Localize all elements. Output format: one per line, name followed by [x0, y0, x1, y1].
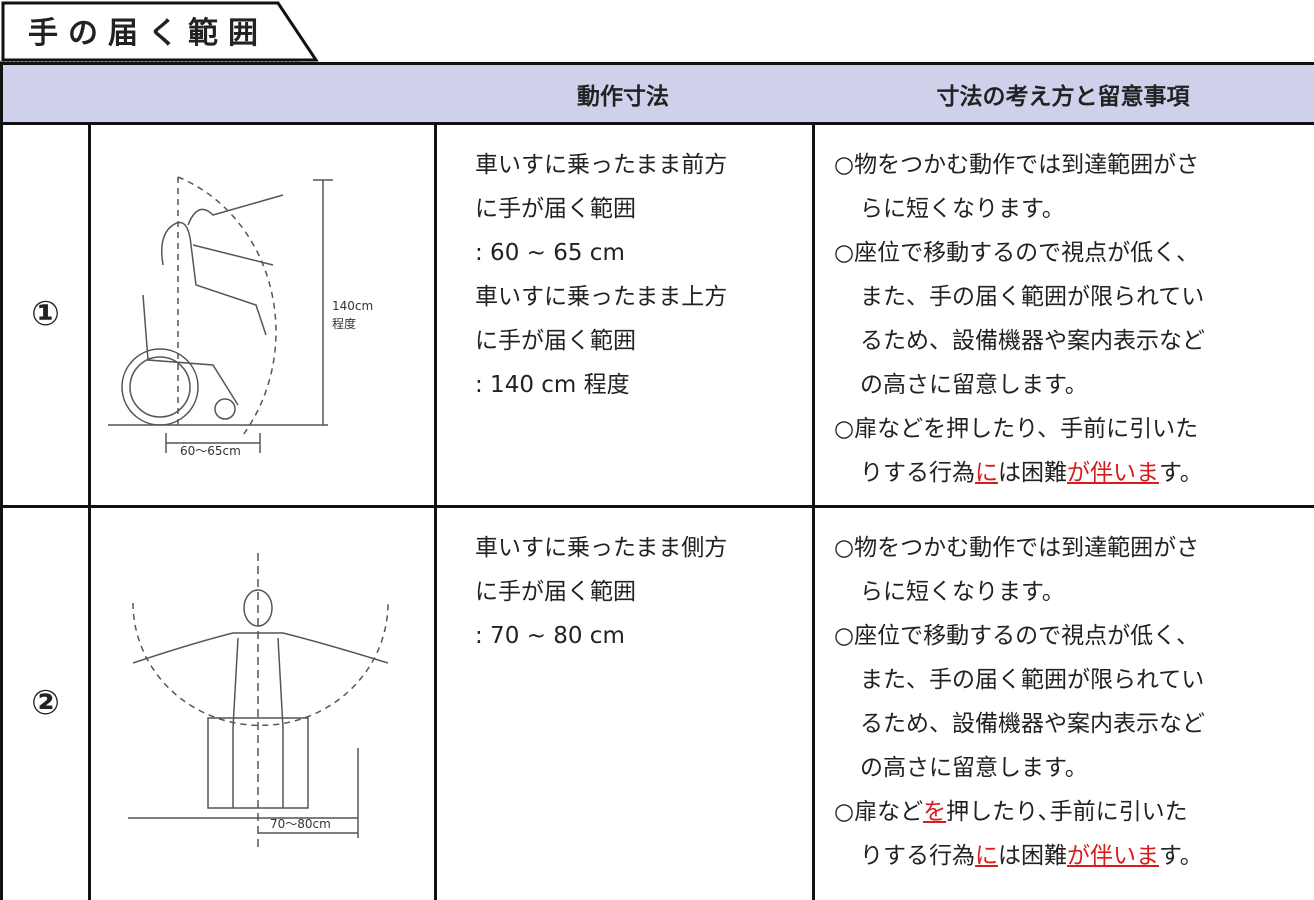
dimension-cell: 車いすに乗ったまま前方 に手が届く範囲 : 60 ~ 65 cm 車いすに乗ったまま上… [434, 125, 815, 508]
note-line: ○扉などを押したり、手前に引いた [834, 407, 1198, 451]
note-line: の高さに留意します。 [860, 746, 1088, 790]
note-text: ○扉などを押したり、手前に引いた [834, 416, 1199, 442]
header-blank [0, 62, 437, 125]
note-line: るため、設備機器や案内表示など [860, 702, 1205, 746]
title-tab [1, 1, 319, 62]
note-line: ○座位で移動するので視点が低く、 [834, 231, 1199, 275]
dimension-line: : 70 ~ 80 cm [475, 623, 625, 649]
figure-cell: 70〜80cm [88, 508, 437, 900]
notes-cell: ○物をつかむ動作では到達範囲がさらに短くなります。 ○座位で移動するので視点が低く… [812, 508, 1314, 900]
dimension-line: 車いすに乗ったまま前方 [475, 152, 728, 178]
note-line: らに短くなります。 [860, 570, 1065, 614]
dimension-line: 車いすに乗ったまま側方 [475, 535, 728, 561]
figure-label: 程度 [332, 316, 356, 331]
row-number: ① [0, 122, 91, 508]
note-line: ○扉などを押したり､手前に引いた [834, 790, 1188, 834]
note-line: また、手の届く範囲が限られてい [860, 275, 1204, 319]
note-highlight: が伴いま [1067, 460, 1159, 486]
note-text: るため、設備機器や案内表示など [860, 711, 1205, 737]
note-text: ○座位で移動するので視点が低く、 [834, 623, 1200, 649]
note-line: るため、設備機器や案内表示など [860, 319, 1205, 363]
column-header: 動作寸法 [434, 62, 815, 125]
note-text: らに短くなります。 [860, 196, 1065, 222]
note-text: 押したり､手前に引いた [946, 799, 1188, 825]
note-text: また、手の届く範囲が限られてい [860, 667, 1205, 693]
row-number: ② [0, 505, 91, 900]
note-text: す。 [1159, 843, 1203, 869]
note-text: らに短くなります。 [860, 579, 1065, 605]
note-text: ○座位で移動するので視点が低く、 [834, 240, 1200, 266]
note-text: ○扉など [834, 799, 924, 825]
note-text: りする行為 [860, 843, 975, 869]
dimension-line: : 140 cm 程度 [475, 372, 630, 398]
dimension-cell: 車いすに乗ったまま側方 に手が届く範囲 : 70 ~ 80 cm [434, 508, 815, 900]
note-line: りする行為には困難が伴います。 [860, 451, 1203, 495]
figure-label: 70〜80cm [270, 817, 331, 831]
note-line: らに短くなります。 [860, 187, 1065, 231]
dimension-line: に手が届く範囲 [475, 196, 636, 222]
note-text: は困難 [998, 843, 1067, 869]
note-text: の高さに留意します。 [860, 372, 1088, 398]
figure: 140cm 程度 60〜65cm [108, 176, 373, 458]
note-text: るため、設備機器や案内表示など [860, 328, 1205, 354]
dimension-line: : 60 ~ 65 cm [475, 240, 625, 266]
note-line: の高さに留意します。 [860, 363, 1088, 407]
note-text: す。 [1159, 460, 1203, 486]
note-highlight: が伴いま [1067, 843, 1159, 869]
dimension-line: 車いすに乗ったまま上方 [475, 284, 728, 310]
column-header: 寸法の考え方と留意事項 [812, 62, 1314, 125]
figure: 70〜80cm [128, 553, 389, 848]
figure-label: 140cm [332, 299, 373, 313]
note-line: ○座位で移動するので視点が低く、 [834, 614, 1199, 658]
note-highlight: に [975, 843, 998, 869]
title: 手の届く範囲 [28, 16, 268, 51]
note-text: また、手の届く範囲が限られてい [860, 284, 1205, 310]
note-highlight: を [923, 799, 947, 825]
note-text: りする行為 [860, 460, 975, 486]
note-line: また、手の届く範囲が限られてい [860, 658, 1204, 702]
note-line: ○物をつかむ動作では到達範囲がさ [834, 143, 1199, 187]
figure-label: 60〜65cm [180, 444, 241, 458]
dimension-line: に手が届く範囲 [475, 579, 636, 605]
notes-cell: ○物をつかむ動作では到達範囲がさらに短くなります。 ○座位で移動するので視点が低く… [812, 125, 1314, 508]
note-text: は困難 [998, 460, 1067, 486]
note-text: の高さに留意します。 [860, 755, 1088, 781]
note-highlight: に [975, 460, 998, 486]
dimension-line: に手が届く範囲 [475, 328, 636, 354]
note-text: ○物をつかむ動作では到達範囲がさ [834, 152, 1200, 178]
figure-cell: 140cm 程度 60〜65cm [88, 125, 437, 508]
note-line: ○物をつかむ動作では到達範囲がさ [834, 526, 1199, 570]
note-line: りする行為には困難が伴います。 [860, 834, 1203, 878]
note-text: ○物をつかむ動作では到達範囲がさ [834, 535, 1200, 561]
